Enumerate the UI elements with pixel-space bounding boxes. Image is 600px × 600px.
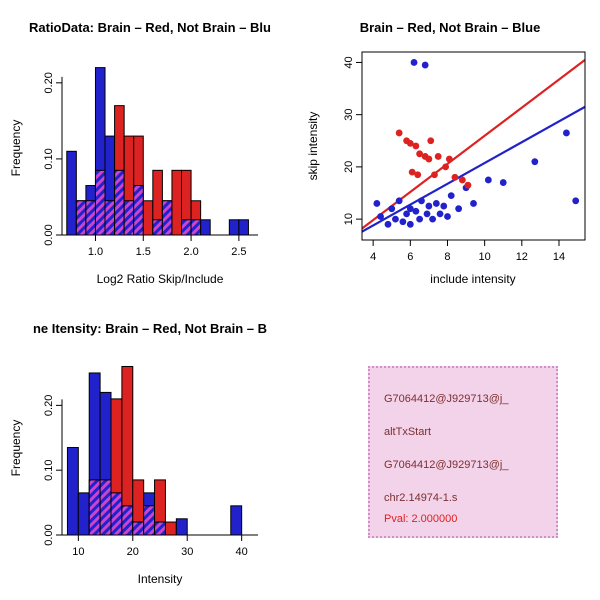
svg-text:1.0: 1.0 [88,246,103,258]
svg-text:10: 10 [479,251,491,263]
svg-text:8: 8 [444,251,450,263]
gene-id-line-2: G7064412@J929713@j_ [384,459,509,471]
axes [61,76,258,236]
svg-text:0.10: 0.10 [43,459,55,480]
hist-intensity-title: ne Itensity: Brain – Red, Not Brain – B [32,321,268,336]
svg-text:30: 30 [343,109,355,121]
scatter-points [373,59,580,228]
gene-id-line: G7064412@J929713@j_ [384,393,509,405]
chromosome-line: chr2.14974-1.s [384,492,458,504]
svg-text:40: 40 [343,56,355,68]
svg-text:6: 6 [407,251,413,263]
scatter-xlabel: include intensity [430,272,516,286]
svg-text:10: 10 [343,213,355,225]
hist-intensity-ylabel: Frequency [9,419,23,477]
alt-tx-start-line: altTxStart [384,426,432,438]
svg-text:0.10: 0.10 [43,148,55,169]
histogram-log2ratio: 1.0 1.5 2.0 2.5 0.00 0.10 0.20 [43,67,258,258]
svg-text:2.0: 2.0 [183,246,198,258]
svg-text:2.5: 2.5 [231,246,246,258]
axis-ticks: 1.0 1.5 2.0 2.5 0.00 0.10 0.20 [43,72,247,258]
svg-text:0.20: 0.20 [43,72,55,93]
gene-info-box: G7064412@J929713@j_ altTxStart G7064412@… [368,366,558,538]
axes [61,399,258,536]
svg-text:20: 20 [343,161,355,173]
svg-text:10: 10 [72,546,84,558]
svg-text:0.00: 0.00 [43,224,55,245]
hist-ratio-xlabel: Log2 Ratio Skip/Include [96,272,224,286]
svg-text:14: 14 [553,251,565,263]
svg-text:4: 4 [370,251,376,263]
scatter-intensity: 4 6 8 10 12 14 10 20 30 40 [343,51,586,263]
svg-text:40: 40 [236,546,248,558]
hist-intensity-xlabel: Intensity [137,572,183,586]
svg-text:12: 12 [516,251,528,263]
hist-ratio-ylabel: Frequency [9,119,23,177]
svg-text:0.00: 0.00 [43,524,55,545]
scatter-ylabel: skip intensity [306,111,320,181]
hist-bars [66,365,243,536]
axis-ticks: 4 6 8 10 12 14 10 20 30 40 [343,56,565,263]
svg-text:1.5: 1.5 [136,246,151,258]
hist-ratio-title: RatioData: Brain – Red, Not Brain – Blu [29,20,271,35]
svg-text:0.20: 0.20 [43,395,55,416]
plot-box [361,51,586,241]
hist-bars [66,67,249,236]
svg-text:20: 20 [127,546,139,558]
scatter-title: Brain – Red, Not Brain – Blue [359,20,541,35]
axis-ticks: 10 20 30 40 0.00 0.10 0.20 [43,395,248,558]
pval-line: Pval: 2.000000 [384,513,458,525]
svg-text:30: 30 [181,546,193,558]
histogram-intensity: 10 20 30 40 0.00 0.10 0.20 [43,365,258,558]
